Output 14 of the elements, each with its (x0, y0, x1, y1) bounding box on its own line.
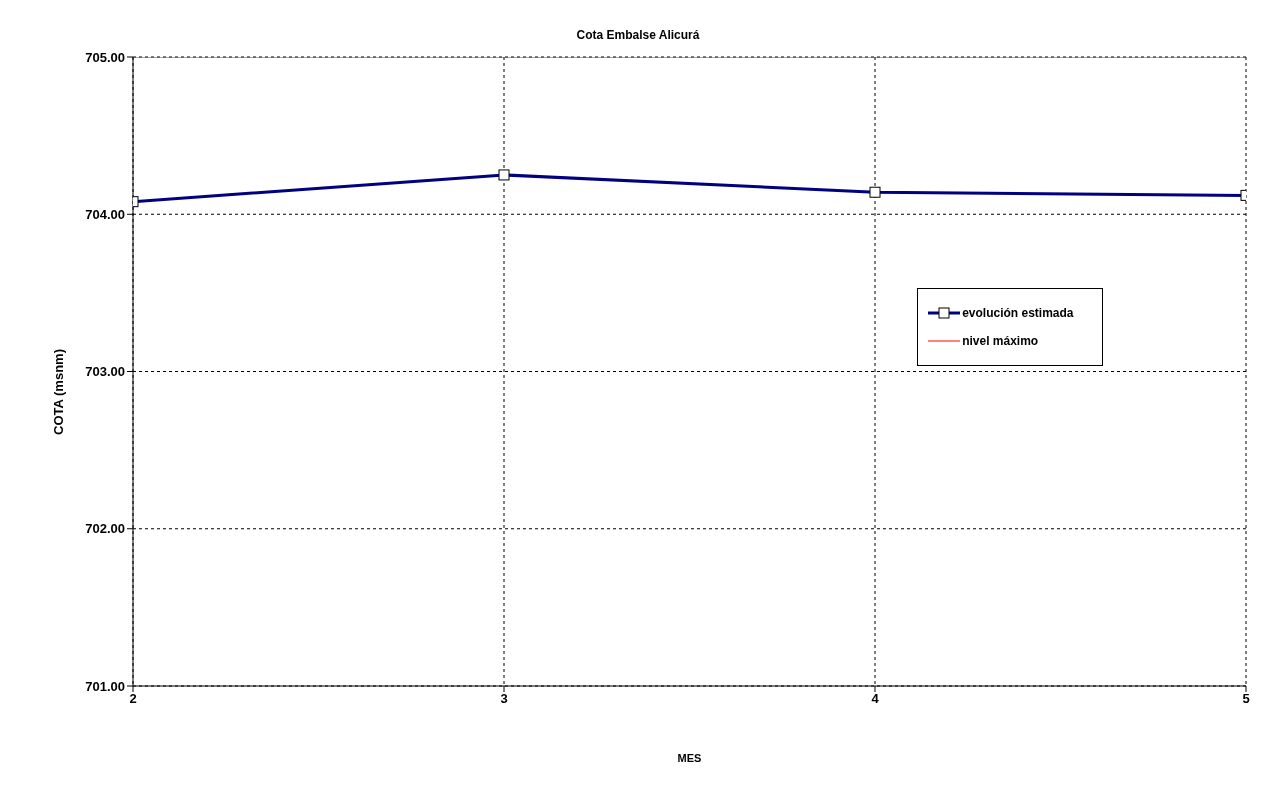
x-tick-label: 2 (129, 691, 137, 707)
legend-label: nivel máximo (962, 333, 1039, 348)
x-axis-title: MES (676, 752, 703, 764)
y-tick-label: 704.00 (85, 206, 125, 222)
x-tick-label: 4 (871, 691, 880, 707)
y-tick-label: 705.00 (85, 49, 125, 65)
y-tick-label: 702.00 (85, 521, 125, 537)
x-tick-label: 3 (500, 691, 508, 707)
y-tick-label: 703.00 (85, 364, 125, 380)
y-tick-label: 701.00 (85, 678, 125, 694)
y-axis-title: COTA (msnm) (50, 348, 66, 435)
legend-label: evolución estimada (962, 305, 1074, 320)
chart-title: Cota Embalse Alicurá (575, 28, 701, 42)
x-tick-label: 5 (1242, 691, 1250, 707)
